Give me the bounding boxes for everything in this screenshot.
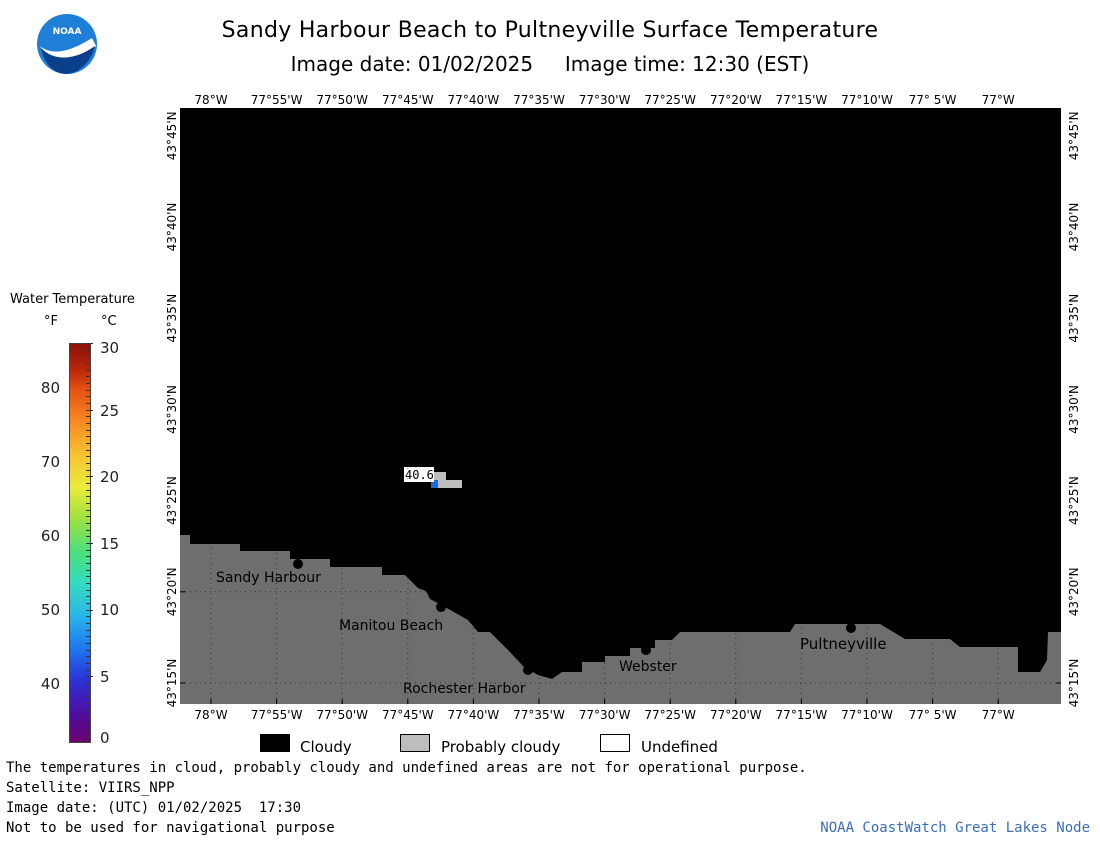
frame-ticks: [180, 108, 1061, 704]
latitude-label: 43°45'N: [1067, 111, 1081, 160]
legend-swatch-probably-cloudy: [400, 734, 430, 752]
celsius-tick: 25: [100, 402, 120, 420]
navigation-warning: Not to be used for navigational purpose: [6, 820, 335, 836]
latitude-label: 43°20'N: [1067, 567, 1081, 616]
longitude-labels-top: 78°W 77°55'W 77°50'W 77°45'W 77°40'W 77°35'W 7…: [194, 93, 1014, 107]
disclaimer-text: The temperatures in cloud, probably clou…: [6, 760, 807, 776]
latitude-label: 43°30'N: [165, 385, 179, 434]
latitude-label: 43°35'N: [165, 294, 179, 343]
longitude-label: 78°W: [194, 708, 227, 722]
longitude-labels-bottom: 78°W 77°55'W 77°50'W 77°45'W 77°40'W 77°35'W 7…: [194, 708, 1014, 722]
page-title: Sandy Harbour Beach to Pultneyville Surf…: [221, 18, 879, 43]
longitude-label: 77°15'W: [776, 708, 828, 722]
longitude-label: 77°45'W: [382, 93, 434, 107]
celsius-tick: 5: [100, 668, 110, 686]
celsius-tick: 10: [100, 601, 120, 619]
latitude-label: 43°40'N: [1067, 203, 1081, 252]
legend-unit-fahrenheit: °F: [44, 314, 58, 329]
noaa-logo-wave: [41, 46, 95, 74]
longitude-label: 77°10'W: [841, 708, 893, 722]
colorbar-minor-ticks: [86, 343, 93, 737]
place-label-manitou-beach: Manitou Beach: [339, 618, 443, 634]
land-area: [180, 535, 1061, 704]
longitude-label: 77°50'W: [316, 93, 368, 107]
latitude-labels-left: 43°15'N 43°20'N 43°25'N 43°30'N 43°35'N 43°40…: [165, 111, 179, 707]
longitude-label: 78°W: [194, 93, 227, 107]
longitude-label: 77°30'W: [579, 93, 631, 107]
celsius-tick: 0: [100, 729, 110, 747]
image-date-time: Image date: 01/02/2025 Image time: 12:30…: [290, 52, 810, 76]
fahrenheit-tick: 60: [40, 527, 60, 545]
credit-link[interactable]: NOAA CoastWatch Great Lakes Node: [820, 820, 1090, 836]
latitude-label: 43°25'N: [1067, 476, 1081, 525]
longitude-label: 77°W: [982, 708, 1015, 722]
longitude-label: 77°25'W: [644, 93, 696, 107]
longitude-label: 77° 5'W: [909, 708, 957, 722]
longitude-label: 77°45'W: [382, 708, 434, 722]
latitude-label: 43°40'N: [165, 203, 179, 252]
longitude-label: 77°50'W: [316, 708, 368, 722]
probably-cloudy-pixels: [432, 472, 446, 480]
legend-label-cloudy: Cloudy: [300, 738, 352, 756]
legend-unit-celsius: °C: [101, 314, 117, 329]
longitude-label: 77°55'W: [251, 708, 303, 722]
category-legend: Cloudy Probably cloudy Undefined: [0, 734, 1100, 756]
longitude-label: 77° 5'W: [909, 93, 957, 107]
latitude-label: 43°15'N: [165, 659, 179, 708]
longitude-label: 77°35'W: [513, 93, 565, 107]
place-marker-sandy-harbour: [293, 559, 303, 569]
longitude-label: 77°55'W: [251, 93, 303, 107]
longitude-label: 77°15'W: [776, 93, 828, 107]
legend-title: Water Temperature: [10, 292, 135, 307]
temperature-readout-box: [404, 467, 434, 482]
place-marker-rochester-harbor: [523, 665, 533, 675]
latitude-label: 43°20'N: [165, 567, 179, 616]
noaa-logo-text: NOAA: [53, 27, 82, 37]
legend-swatch-undefined: [600, 734, 630, 752]
latitude-label: 43°25'N: [165, 476, 179, 525]
latitude-label: 43°15'N: [1067, 659, 1081, 708]
longitude-label: 77°20'W: [710, 93, 762, 107]
longitude-label: 77°W: [982, 93, 1015, 107]
legend-label-probably-cloudy: Probably cloudy: [441, 738, 561, 756]
legend-label-undefined: Undefined: [641, 738, 718, 756]
place-label-rochester-harbor: Rochester Harbor: [403, 681, 526, 697]
longitude-label: 77°40'W: [448, 93, 500, 107]
place-label-pultneyville: Pultneyville: [800, 635, 887, 653]
celsius-tick: 15: [100, 535, 120, 553]
satellite-text: Satellite: VIIRS_NPP: [6, 780, 175, 796]
place-marker-webster: [641, 645, 651, 655]
latitude-label: 43°45'N: [165, 111, 179, 160]
celsius-tick: 30: [100, 339, 120, 357]
latitude-label: 43°30'N: [1067, 385, 1081, 434]
latitude-label: 43°35'N: [1067, 294, 1081, 343]
fahrenheit-tick: 70: [40, 453, 60, 471]
place-label-sandy-harbour: Sandy Harbour: [216, 570, 321, 586]
fahrenheit-tick: 40: [40, 675, 60, 693]
fahrenheit-tick: 80: [40, 379, 60, 397]
place-marker-pultneyville: [846, 623, 856, 633]
longitude-label: 77°25'W: [644, 708, 696, 722]
longitude-label: 77°10'W: [841, 93, 893, 107]
celsius-tick: 20: [100, 468, 120, 486]
noaa-logo: NOAA: [37, 14, 97, 74]
longitude-label: 77°30'W: [579, 708, 631, 722]
place-label-webster: Webster: [619, 659, 677, 675]
legend-swatch-cloudy: [260, 734, 290, 752]
graticule: [180, 108, 1061, 704]
longitude-label: 77°35'W: [513, 708, 565, 722]
place-marker-manitou-beach: [436, 602, 446, 612]
probably-cloudy-pixels: [432, 480, 462, 488]
longitude-label: 77°40'W: [448, 708, 500, 722]
latitude-labels-right: 43°15'N 43°20'N 43°25'N 43°30'N 43°35'N 43°40…: [1067, 111, 1081, 707]
utc-date-text: Image date: (UTC) 01/02/2025 17:30: [6, 800, 302, 816]
temperature-pixel: [431, 480, 438, 488]
temperature-readout: 40.6: [405, 468, 434, 482]
fahrenheit-tick: 50: [40, 601, 60, 619]
longitude-label: 77°20'W: [710, 708, 762, 722]
